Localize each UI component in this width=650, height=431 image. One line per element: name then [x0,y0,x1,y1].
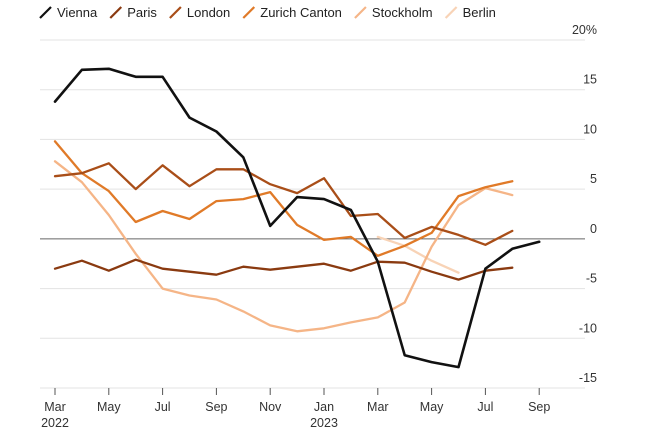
legend-label-berlin: Berlin [463,5,496,20]
series-line-paris [53,258,514,281]
legend-label-paris: Paris [127,5,157,20]
legend-label-zurich-canton: Zurich Canton [260,5,342,20]
legend-label-london: London [187,5,230,20]
y-tick-label: -5 [586,272,597,286]
legend-label-stockholm: Stockholm [372,5,433,20]
legend-swatch-zurich-canton [242,6,256,19]
y-axis-ticks: 20% 15 10 5 0 -5 -10 -15 [572,23,597,385]
x-tick-year-label: 2022 [41,416,69,430]
legend-label-vienna: Vienna [57,5,98,20]
y-tick-label: 0 [590,222,597,236]
y-tick-label: 5 [590,172,597,186]
y-tick-label: 20% [572,23,597,37]
series-line-vienna [53,67,541,369]
x-tick-label: May [420,400,444,414]
y-tick-label: -15 [579,371,597,385]
x-tick-year-label: 2023 [310,416,338,430]
y-tick-label: -10 [579,321,597,335]
x-axis-ticks: Mar 2022 May Jul Sep Nov Jan 2023 Mar May Jul Sep [41,388,550,430]
x-tick-label: Mar [44,400,66,414]
legend: Vienna Paris London Zurich Canton Stockholm B… [39,5,496,20]
series-lines [53,67,541,369]
series-line-stockholm [53,160,514,333]
series-line-berlin [376,235,460,274]
legend-swatch-berlin [444,6,458,19]
series-line-london [53,162,514,246]
legend-swatch-vienna [39,6,52,19]
legend-swatch-paris [109,6,123,19]
y-tick-label: 10 [583,122,597,136]
x-tick-label: Sep [528,400,550,414]
x-tick-label: Sep [205,400,227,414]
y-tick-label: 15 [583,73,597,87]
x-tick-label: Mar [367,400,389,414]
x-tick-label: Jul [477,400,493,414]
x-tick-label: Nov [259,400,282,414]
legend-swatch-stockholm [354,6,367,19]
legend-swatch-london [169,6,182,19]
series-line-zurich-canton [53,140,514,257]
x-tick-label: Jul [155,400,171,414]
gridlines [40,39,585,389]
x-tick-label: May [97,400,121,414]
x-tick-label: Jan [314,400,334,414]
